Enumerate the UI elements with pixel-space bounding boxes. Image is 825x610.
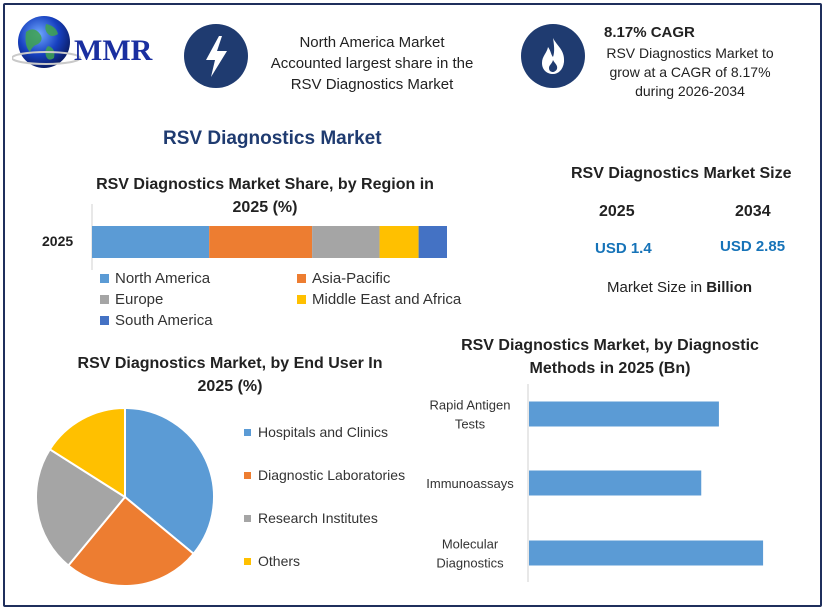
methods-chart-title-line: Methods in 2025 (Bn) <box>529 360 691 377</box>
methods-category-label: Rapid Antigen <box>430 398 511 413</box>
region-chart-title: RSV Diagnostics Market Share, by Region … <box>70 173 460 219</box>
pie-slice-others <box>48 406 126 499</box>
pie-slice-hospitals-and-clinics <box>124 406 215 556</box>
methods-bar-chart: Rapid Antigen Tests Immunoassays Molecular D… <box>426 384 764 582</box>
methods-bar-rapid-antigen-tests <box>529 401 719 427</box>
methods-category-label: Immunoassays <box>426 476 514 491</box>
cagr-line: RSV Diagnostics Market to <box>606 45 774 61</box>
cagr-title: 8.17% CAGR <box>604 24 695 41</box>
end-user-chart-title-line: RSV Diagnostics Market, by End User In <box>77 355 383 372</box>
end-user-legend-item-diagnostic-laboratories: Diagnostic Laboratories <box>244 467 424 483</box>
legend-swatch <box>244 471 251 479</box>
region-bar-segment-south-america <box>418 226 447 258</box>
region-legend-item-south-america: South America <box>100 312 297 329</box>
legend-label: Middle East and Africa <box>312 291 462 308</box>
market-size-value-2034: USD 2.85 <box>720 238 786 255</box>
legend-swatch <box>100 274 109 283</box>
region-legend: North America Asia-Pacific Europe Middle Ea… <box>100 270 480 329</box>
end-user-legend-item-hospitals-and-clinics: Hospitals and Clinics <box>244 424 424 440</box>
methods-category-label: Tests <box>455 417 486 432</box>
methods-chart-title: RSV Diagnostics Market, by Diagnostic Me… <box>440 334 780 380</box>
legend-swatch <box>297 274 306 283</box>
end-user-chart-title: RSV Diagnostics Market, by End User In 2… <box>40 352 420 398</box>
pie-slice-research-institutes <box>35 447 127 567</box>
region-chart-title-line: RSV Diagnostics Market Share, by Region … <box>96 176 434 193</box>
region-legend-item-middle-east-and-africa: Middle East and Africa <box>297 291 497 308</box>
market-size-unit-note: Market Size in Billion <box>607 279 752 296</box>
end-user-legend-item-others: Others <box>244 553 424 569</box>
market-size-year-2025: 2025 <box>599 203 635 220</box>
highlight-line: North America Market <box>299 34 445 51</box>
legend-label: South America <box>115 312 213 329</box>
region-bar-segment-north-america <box>92 226 210 258</box>
cagr-line: during 2026-2034 <box>635 83 745 99</box>
highlight-line: Accounted largest share in the <box>270 55 474 72</box>
end-user-legend: Hospitals and Clinics Diagnostic Laborato… <box>244 424 424 569</box>
region-share-chart: 2025 <box>42 204 447 270</box>
legend-label: Diagnostic Laboratories <box>258 467 406 483</box>
end-user-legend-item-research-institutes: Research Institutes <box>244 510 424 526</box>
methods-category-label: Molecular <box>442 537 499 552</box>
legend-label: North America <box>115 270 211 287</box>
mmr-logo: MMR <box>12 12 172 76</box>
end-user-chart-title-line: 2025 (%) <box>197 378 263 395</box>
legend-swatch <box>244 514 251 522</box>
region-chart-title-line: 2025 (%) <box>232 199 298 216</box>
legend-swatch <box>244 557 251 565</box>
market-size-title: RSV Diagnostics Market Size <box>571 165 792 182</box>
legend-swatch <box>100 295 109 304</box>
legend-label: Research Institutes <box>258 510 378 526</box>
cagr-line: grow at a CAGR of 8.17% <box>609 64 771 80</box>
region-legend-item-europe: Europe <box>100 291 297 308</box>
market-size-value-2025: USD 1.4 <box>595 240 652 257</box>
unit-note-prefix: Market Size in <box>607 279 707 296</box>
globe-icon <box>12 16 81 68</box>
highlight-line: RSV Diagnostics Market <box>290 76 454 93</box>
page-title: RSV Diagnostics Market <box>163 128 382 149</box>
unit-note-bold: Billion <box>706 279 753 296</box>
market-size-year-2034: 2034 <box>735 203 771 220</box>
region-bar-segment-middle-east-and-africa <box>379 226 419 258</box>
logo-text: MMR <box>74 34 153 67</box>
methods-category-label: Diagnostics <box>436 556 504 571</box>
pie-slice-diagnostic-laboratories <box>66 495 195 587</box>
end-user-pie-chart <box>35 406 215 587</box>
legend-swatch <box>297 295 306 304</box>
legend-swatch <box>100 316 109 325</box>
legend-label: Asia-Pacific <box>312 270 391 287</box>
region-legend-item-asia-pacific: Asia-Pacific <box>297 270 497 287</box>
methods-bar-molecular-diagnostics <box>529 540 764 566</box>
methods-chart-title-line: RSV Diagnostics Market, by Diagnostic <box>461 337 759 354</box>
lightning-icon <box>206 36 227 77</box>
highlight-lightning-badge <box>184 24 248 88</box>
flame-icon <box>542 38 565 74</box>
legend-swatch <box>244 428 251 436</box>
legend-label: Others <box>258 553 301 569</box>
north-america-highlight: North America Market Accounted largest s… <box>254 32 490 95</box>
legend-label: Europe <box>115 291 164 308</box>
cagr-highlight: RSV Diagnostics Market to grow at a CAGR… <box>600 44 780 101</box>
region-bar-segment-asia-pacific <box>209 226 313 258</box>
methods-bar-immunoassays <box>529 470 702 496</box>
infographic-frame <box>3 3 822 607</box>
region-bar-segment-europe <box>312 226 380 258</box>
region-legend-item-north-america: North America <box>100 270 297 287</box>
region-category-label: 2025 <box>42 233 73 249</box>
highlight-flame-badge <box>521 24 585 88</box>
legend-label: Hospitals and Clinics <box>258 424 388 440</box>
